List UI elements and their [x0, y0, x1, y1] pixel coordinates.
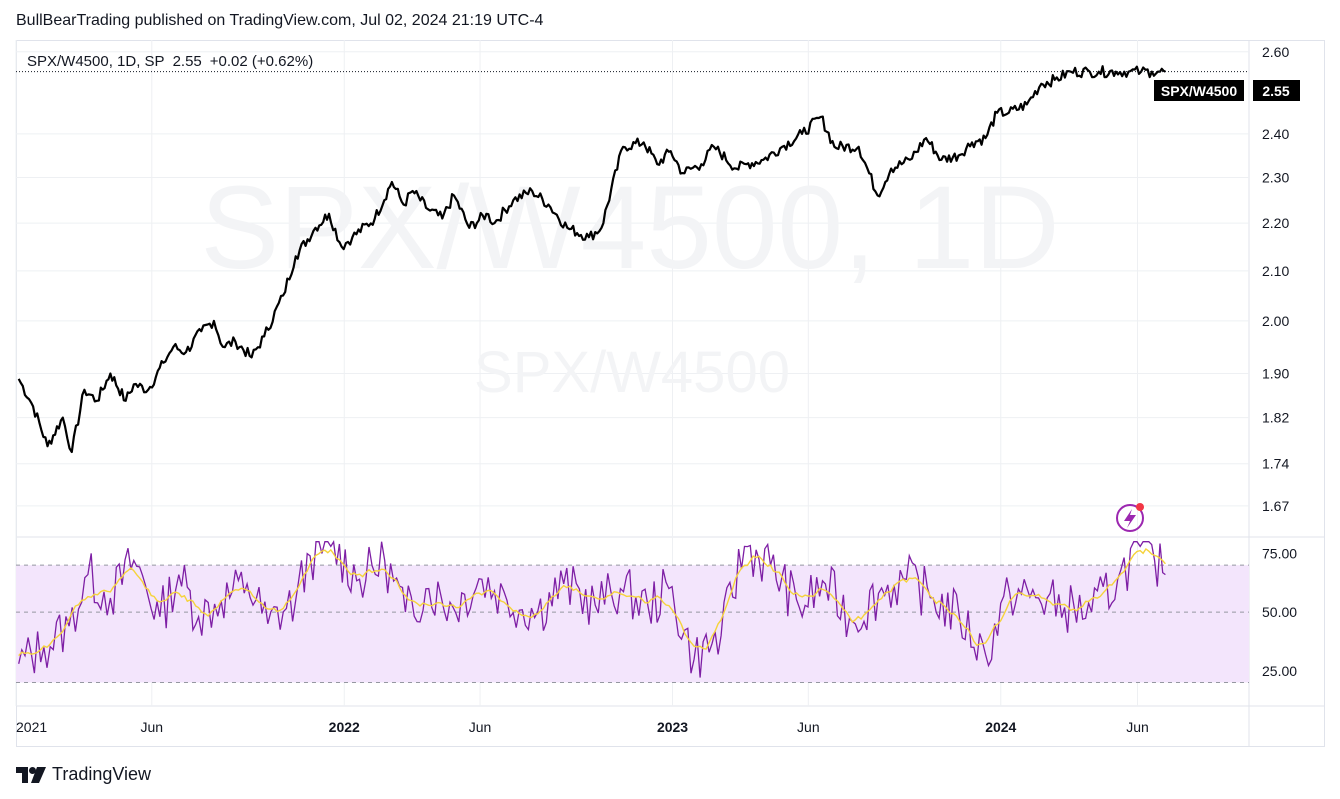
rsi-axis: 75.00 50.00 25.00 — [1262, 545, 1297, 678]
chart-legend: SPX/W4500, 1D, SP 2.55 +0.02 (+0.62%) — [27, 53, 313, 70]
price-tick-label: 2.60 — [1262, 44, 1289, 60]
legend-symbol: SPX/W4500, 1D, SP — [27, 53, 165, 70]
rsi-moving-average — [18, 547, 1166, 657]
last-price-value-box — [1253, 80, 1300, 101]
price-tick-label: 1.74 — [1262, 456, 1289, 472]
last-price-value: 2.55 — [1262, 83, 1289, 99]
tradingview-logo[interactable]: TradingView — [16, 764, 151, 785]
x-tick-label: Jun — [797, 719, 820, 735]
legend-last: 2.55 — [172, 53, 202, 70]
last-price-tag: SPX/W4500 2.55 — [1154, 80, 1300, 101]
last-price-label-box — [1154, 80, 1244, 101]
price-tick-label: 2.10 — [1262, 263, 1289, 279]
last-price-label: SPX/W4500 — [1161, 83, 1237, 99]
price-tick-label: 2.30 — [1262, 170, 1289, 186]
price-tick-label: 1.90 — [1262, 365, 1289, 381]
price-tick-label: 2.20 — [1262, 215, 1289, 231]
x-tick-label: 2024 — [985, 719, 1016, 735]
watermark-small: SPX/W4500 — [474, 340, 790, 405]
rsi-tick-label: 75.00 — [1262, 545, 1297, 561]
x-tick-label: 2021 — [16, 719, 47, 735]
tradingview-brand-text: TradingView — [52, 764, 152, 784]
price-tick-label: 2.40 — [1262, 126, 1289, 142]
x-tick-label: Jun — [469, 719, 492, 735]
price-panel — [16, 65, 1249, 454]
price-tick-label: 2.00 — [1262, 313, 1289, 329]
rsi-tick-label: 25.00 — [1262, 663, 1297, 679]
tradingview-logo-icon — [16, 766, 46, 783]
legend-change: +0.02 (+0.62%) — [209, 53, 314, 70]
rsi-tick-label: 50.00 — [1262, 604, 1297, 620]
price-tick-label: 1.67 — [1262, 498, 1289, 514]
x-tick-label: 2023 — [657, 719, 688, 735]
price-axis: 2.60 2.40 2.30 2.20 2.10 2.00 1.90 1.82 1.74 1.67 — [1262, 44, 1289, 514]
rsi-band — [16, 565, 1249, 683]
rsi-line[interactable] — [18, 540, 1166, 678]
publisher-line: BullBearTrading published on TradingView… — [16, 12, 544, 29]
x-tick-label: 2022 — [329, 719, 360, 735]
x-tick-label: Jun — [1126, 719, 1149, 735]
rsi-panel — [16, 540, 1249, 684]
price-line[interactable] — [17, 65, 1166, 454]
watermark-large: SPX/W4500, 1D — [200, 162, 1059, 294]
price-tick-label: 1.82 — [1262, 410, 1289, 426]
time-axis: 2021 Jun 2022 Jun 2023 Jun 2024 Jun — [16, 719, 1149, 735]
x-tick-label: Jun — [141, 719, 164, 735]
alert-bolt-icon[interactable] — [1116, 503, 1144, 532]
